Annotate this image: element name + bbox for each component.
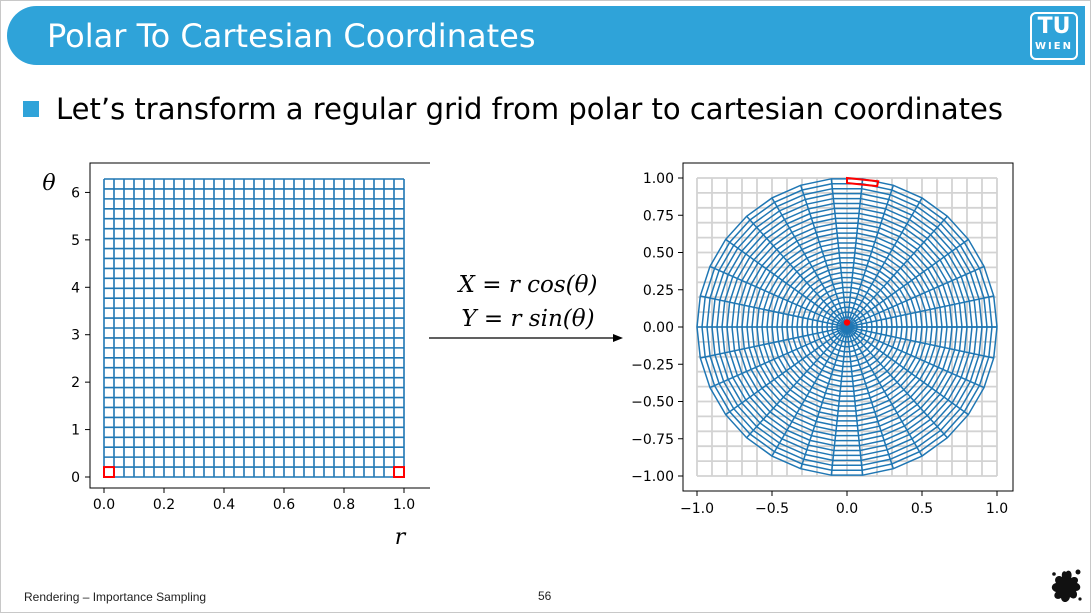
x-tick-label: 0.6	[273, 497, 295, 513]
ring-line	[791, 271, 903, 383]
footer-course: Rendering – Importance Sampling	[24, 590, 207, 604]
transform-arrow-head	[613, 334, 623, 342]
highlight-cell	[846, 176, 880, 188]
y-tick-label: 1	[71, 423, 80, 439]
ring-line	[746, 227, 948, 427]
center-highlight-dot	[843, 319, 851, 326]
cartesian-grid-chart: −1.0 −0.5 0.0 0.5 1.0 1.00 0.75 0.50 0.25 0.00 −0.…	[631, 162, 1014, 517]
y-axis-symbol: θ	[42, 171, 55, 196]
x-tick-label: 0.0	[93, 497, 115, 513]
y-tick-label: 0.25	[643, 283, 674, 299]
ring-line	[701, 183, 993, 471]
polar-grid-lines	[103, 178, 405, 478]
ring-line	[751, 232, 943, 422]
y-tick-label: 4	[71, 280, 80, 296]
x-tick-label: 0.0	[836, 501, 858, 517]
highlight-cell	[393, 466, 406, 479]
transform-equations: X = r cos(θ) Y = r sin(θ)	[429, 272, 623, 342]
ring-line	[831, 311, 863, 343]
ring-line	[771, 252, 923, 402]
splat-icon	[1051, 569, 1082, 603]
x-tick-label: 0.5	[911, 501, 933, 517]
ring-line	[741, 222, 953, 432]
y-tick-label: 3	[71, 328, 80, 344]
ring-line	[806, 286, 888, 368]
ring-line	[826, 306, 868, 348]
x-tick-label: 0.2	[153, 497, 175, 513]
bullet-text: Let’s transform a regular grid from pola…	[56, 92, 1004, 126]
y-tick-label: 1.00	[643, 171, 674, 187]
x-tick-label: 0.8	[333, 497, 355, 513]
ring-line	[706, 187, 988, 467]
y-tick-label: −1.00	[631, 469, 674, 485]
ring-line	[821, 301, 873, 353]
x-tick-label: −0.5	[755, 501, 789, 517]
axes-frame	[89, 162, 430, 489]
title-bar: Polar To Cartesian Coordinates	[7, 6, 1085, 65]
y-tick-label: 0	[71, 470, 80, 486]
y-tick-label: 6	[71, 185, 80, 201]
ring-line	[796, 276, 898, 378]
y-tick-label: −0.25	[631, 357, 674, 373]
y-tick-label: 5	[71, 233, 80, 249]
equation-y: Y = r sin(θ)	[461, 306, 594, 332]
ring-line	[801, 281, 893, 373]
ring-line	[731, 212, 963, 442]
ring-line	[816, 296, 878, 358]
ring-line	[781, 262, 913, 392]
ring-line	[836, 316, 858, 338]
ring-line	[736, 217, 958, 437]
polar-transformed-lines	[696, 178, 998, 476]
x-tick-label: −1.0	[680, 501, 714, 517]
y-tick-label: 0.50	[643, 246, 674, 262]
logo-wien-text: WIEN	[1035, 41, 1073, 52]
ring-line	[766, 247, 928, 407]
highlight-cell	[103, 466, 115, 479]
x-tick-label: 1.0	[986, 501, 1008, 517]
x-axis-symbol: r	[395, 525, 407, 550]
y-tick-label: 2	[71, 375, 80, 391]
ring-line	[721, 202, 973, 452]
ring-line	[786, 266, 908, 388]
y-tick-label: 0.75	[643, 208, 674, 224]
x-tick-label: 0.4	[213, 497, 235, 513]
logo-tu-text: TU	[1037, 14, 1071, 39]
ring-line	[756, 237, 938, 417]
page-number: 56	[538, 589, 552, 603]
ring-line	[726, 207, 968, 447]
ring-line	[711, 192, 983, 462]
slide-title: Polar To Cartesian Coordinates	[47, 17, 536, 55]
ring-line	[761, 242, 933, 412]
ring-line	[716, 197, 978, 457]
ring-line	[776, 257, 918, 397]
polar-grid-chart: 0.0 0.2 0.4 0.6 0.8 1.0 0 1 2 3 4 5 6θ r	[42, 162, 430, 550]
equation-x: X = r cos(θ)	[457, 272, 598, 298]
y-tick-label: 0.00	[643, 320, 674, 336]
y-tick-label: −0.75	[631, 432, 674, 448]
ring-line	[696, 178, 998, 476]
ring-line	[811, 291, 883, 363]
bullet-square-icon	[23, 101, 39, 117]
tu-wien-logo-icon: TU WIEN	[1030, 12, 1078, 60]
x-tick-label: 1.0	[393, 497, 415, 513]
y-tick-label: −0.50	[631, 395, 674, 411]
